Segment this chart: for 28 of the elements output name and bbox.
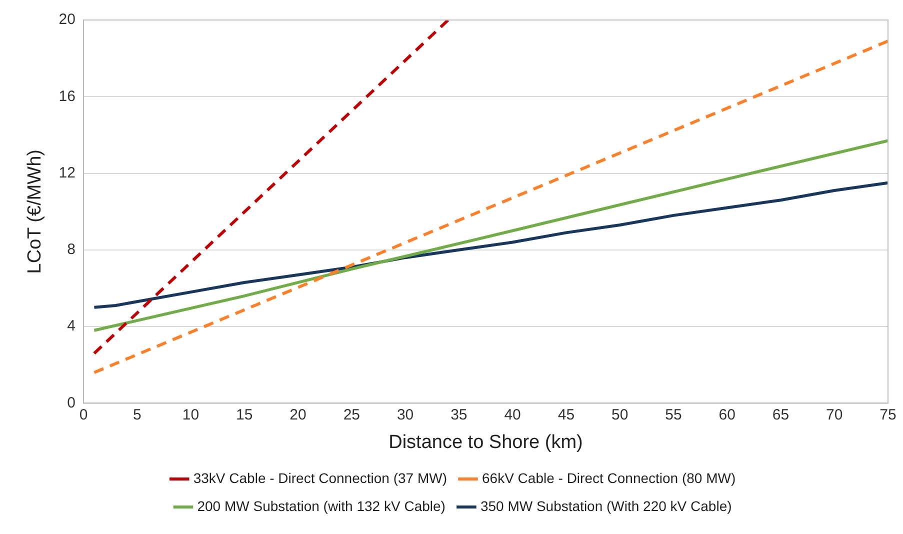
x-tick-label: 70 (826, 406, 843, 424)
y-tick-label: 20 (58, 11, 76, 28)
legend-label: 200 MW Substation (with 132 kV Cable) (197, 498, 446, 514)
x-tick-label: 55 (665, 406, 682, 424)
y-tick-label: 16 (58, 88, 76, 105)
legend-label: 66kV Cable - Direct Connection (80 MW) (482, 470, 736, 486)
x-tick-label: 25 (343, 406, 360, 424)
y-tick-label: 4 (67, 318, 76, 335)
x-tick-label: 20 (290, 406, 306, 424)
x-tick-label: 35 (450, 406, 468, 424)
x-tick-label: 15 (236, 406, 253, 424)
x-tick-label: 10 (182, 406, 200, 424)
x-tick-label: 0 (79, 406, 88, 424)
x-tick-label: 75 (880, 406, 896, 424)
legend-label: 350 MW Substation (With 220 kV Cable) (480, 498, 732, 514)
x-tick-label: 60 (718, 406, 736, 424)
x-tick-label: 65 (772, 406, 790, 424)
legend-label: 33kV Cable - Direct Connection (37 MW) (193, 470, 448, 486)
y-tick-label: 8 (67, 241, 76, 258)
y-axis-title: LCoT (€/MWh) (24, 149, 46, 274)
x-tick-label: 30 (396, 406, 414, 424)
x-tick-label: 5 (132, 406, 142, 424)
y-tick-label: 12 (58, 164, 76, 182)
x-tick-label: 40 (504, 406, 521, 424)
y-tick-label: 0 (67, 394, 76, 412)
x-axis-title: Distance to Shore (km) (388, 432, 583, 453)
x-tick-label: 50 (611, 406, 628, 424)
x-tick-label: 45 (558, 406, 575, 424)
